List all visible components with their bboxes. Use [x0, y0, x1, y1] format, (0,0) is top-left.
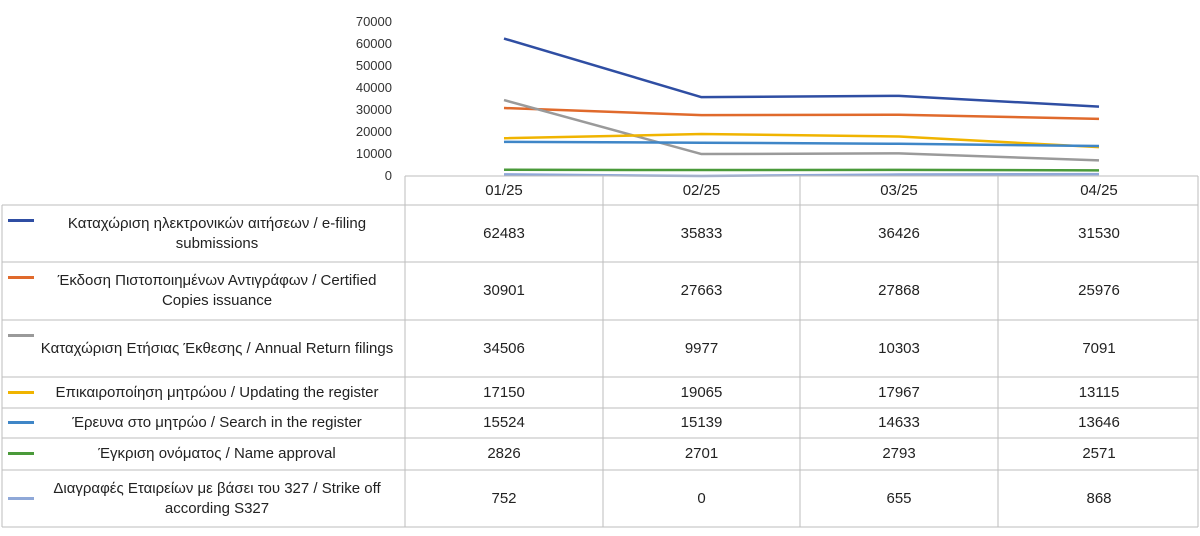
legend-swatch [8, 421, 34, 424]
series-line-3 [503, 98, 1100, 162]
table-cell: 2701 [684, 445, 719, 462]
y-tick-label: 50000 [356, 58, 392, 73]
column-header: 03/25 [880, 182, 918, 199]
legend-swatch [8, 390, 34, 394]
series-label: Καταχώριση ηλεκτρονικών αιτήσεων / e-fil… [67, 214, 367, 252]
table-cell: 31530 [1078, 224, 1120, 242]
table-cell: 2571 [1082, 445, 1116, 462]
table-cell: 752 [491, 489, 517, 507]
table-cell: 7091 [1082, 339, 1116, 357]
table-cell: 35833 [680, 224, 723, 242]
legend-swatch [8, 276, 34, 279]
table-cell: 2793 [882, 445, 916, 462]
table-cell: 13115 [1078, 383, 1120, 401]
table-cell: 62483 [483, 224, 525, 242]
series-line-6 [503, 168, 1100, 172]
table-cell: 15524 [483, 414, 525, 431]
series-line-1 [503, 37, 1100, 108]
table-cell: 655 [886, 489, 912, 507]
legend-swatch [8, 334, 34, 337]
series-label: Διαγραφές Εταιρείων με βάσει του 327 / S… [53, 479, 381, 517]
column-header: 02/25 [682, 182, 721, 199]
table-cell: 9977 [684, 339, 719, 357]
table-cell: 13646 [1078, 414, 1120, 431]
series-label: Έρευνα στο μητρώο / Search in the regist… [72, 414, 362, 431]
y-tick-label: 70000 [356, 14, 392, 29]
table-cell: 10303 [878, 339, 920, 357]
table-cell: 30901 [483, 282, 525, 299]
table-cell: 27663 [680, 282, 723, 299]
table-cell: 17150 [483, 383, 525, 401]
series-line-7 [503, 172, 1100, 178]
column-header: 04/25 [1080, 182, 1118, 199]
legend-swatch [8, 496, 34, 500]
series-label: Έγκριση ονόματος / Name approval [98, 445, 336, 462]
table-cell: 14633 [878, 414, 920, 431]
legend-swatch [8, 452, 34, 455]
table-cell: 15139 [680, 414, 723, 431]
table-cell: 34506 [483, 339, 525, 357]
table-cell: 0 [697, 489, 706, 507]
series-line-4 [503, 132, 1100, 149]
legend-swatch [8, 219, 34, 222]
y-tick-label: 40000 [356, 80, 392, 95]
table-cell: 17967 [878, 383, 920, 401]
table-cell: 36426 [878, 224, 920, 242]
y-tick-label: 10000 [356, 146, 392, 161]
series-label: Έκδοση Πιστοποιημένων Αντιγράφων / Certi… [57, 272, 377, 309]
table-cell: 27868 [878, 282, 920, 299]
y-tick-label: 60000 [356, 36, 392, 51]
table-cell: 2826 [487, 445, 521, 462]
y-tick-label: 30000 [356, 102, 392, 117]
y-tick-label: 0 [385, 168, 392, 183]
table-cell: 25976 [1078, 282, 1120, 299]
series-line-2 [503, 106, 1100, 121]
column-header: 01/25 [485, 182, 523, 199]
table-cell: 19065 [680, 383, 723, 401]
series-label: Επικαιροποίηση μητρώου / Updating the re… [55, 383, 379, 401]
y-tick-label: 20000 [356, 124, 392, 139]
series-label: Καταχώριση Ετήσιας Έκθεσης / Annual Retu… [40, 339, 394, 357]
series-line-5 [503, 140, 1100, 148]
table-cell: 868 [1086, 489, 1112, 507]
